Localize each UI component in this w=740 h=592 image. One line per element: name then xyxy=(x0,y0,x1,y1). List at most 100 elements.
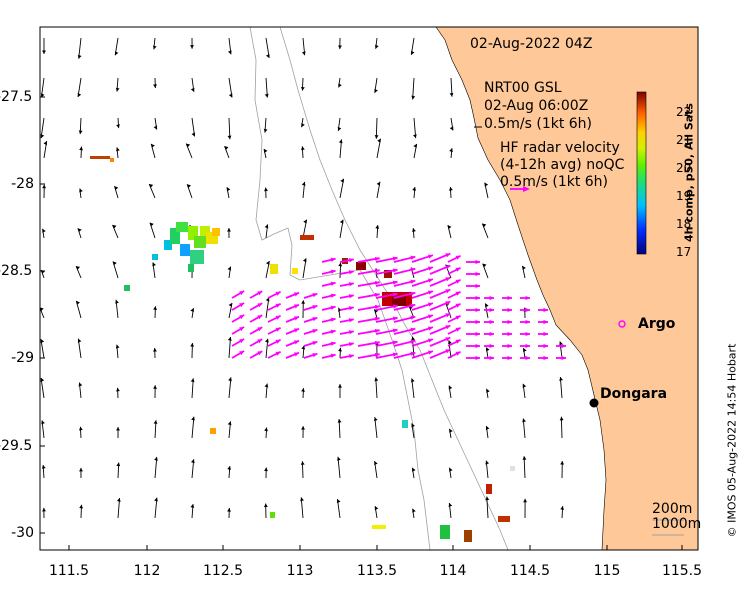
model-vector-head xyxy=(76,300,80,305)
radar-vector-head xyxy=(455,267,461,272)
model-vector-head xyxy=(153,84,157,88)
model-vector-head xyxy=(410,378,415,383)
colorbar-tick: 20 xyxy=(676,161,692,175)
model-vector-head xyxy=(337,419,342,423)
model-vector-head xyxy=(112,224,117,229)
model-vector-head xyxy=(190,459,195,464)
model-vector-head xyxy=(226,187,231,192)
radar-vector-head xyxy=(275,303,281,308)
radar-vector-head xyxy=(410,315,416,320)
plot-frame xyxy=(39,26,699,551)
model-vector-head xyxy=(116,387,120,392)
radar-vector-head xyxy=(330,293,336,298)
y-tick-label: -27.5 xyxy=(0,89,33,105)
model-vector-head xyxy=(115,87,120,92)
model-vector-head xyxy=(300,461,305,465)
radar-vector-head xyxy=(410,255,416,260)
model-vector-head xyxy=(77,93,82,97)
model-name: NRT00 GSL xyxy=(484,80,562,96)
model-vector-head xyxy=(152,45,157,50)
radar-vector-head xyxy=(392,268,398,273)
dongara-marker xyxy=(589,398,599,408)
radar-vector-head xyxy=(374,280,380,286)
radar-vector-head xyxy=(312,353,318,358)
sst-pixel xyxy=(402,420,408,428)
y-tick-label: -29 xyxy=(11,350,34,366)
model-vector-head xyxy=(227,266,232,271)
contour-label-200m: 200m xyxy=(652,501,693,517)
radar-vector-head xyxy=(455,315,461,320)
model-vector-head xyxy=(42,50,46,54)
x-tick-label: 111.5 xyxy=(48,563,90,579)
radar-vector-head xyxy=(348,270,354,275)
model-vector-head xyxy=(339,219,344,224)
model-vector-head xyxy=(264,427,268,432)
dongara-label: Dongara xyxy=(600,386,668,402)
model-vector-head xyxy=(412,186,416,191)
model-vector-head xyxy=(560,460,565,465)
model-vector-head xyxy=(448,502,453,507)
model-vector-head xyxy=(411,50,415,55)
sst-pixel xyxy=(510,466,515,471)
model-vector-head xyxy=(485,496,490,501)
model-vector-head xyxy=(484,182,489,187)
model-vector-head xyxy=(227,421,232,426)
model-vector-head xyxy=(482,263,487,268)
model-vector-head xyxy=(149,222,154,227)
radar-vector-head xyxy=(455,255,461,260)
radar-vector-head xyxy=(330,329,336,334)
radar-vector-head xyxy=(330,317,336,322)
model-vector-head xyxy=(264,148,268,153)
model-vector-head xyxy=(485,303,489,308)
radar-vector-head xyxy=(392,304,398,309)
model-vector-head xyxy=(374,309,379,314)
model-vector-head xyxy=(266,261,270,266)
radar-vector-head xyxy=(348,282,354,287)
radar-vector-head xyxy=(374,304,380,310)
radar-vector-head xyxy=(374,268,380,274)
model-vector-head xyxy=(190,87,195,92)
imos-credit: © IMOS 05-Aug-2022 14:54 Hobart xyxy=(725,343,739,538)
model-vector-head xyxy=(153,306,157,310)
sst-pixel xyxy=(464,530,472,542)
radar-vector-head xyxy=(543,331,548,337)
radar-vector-head xyxy=(330,269,336,274)
radar-vector-head xyxy=(427,302,433,307)
model-vector-head xyxy=(486,388,490,393)
contour-1000m xyxy=(249,27,431,550)
radar-vector-head xyxy=(445,349,451,354)
radar-vector-head xyxy=(489,307,494,313)
model-vector-head xyxy=(191,416,195,421)
model-vector-head xyxy=(377,138,381,143)
model-vector-head xyxy=(190,378,195,383)
model-vector-head xyxy=(412,508,416,513)
model-vector-head xyxy=(448,385,453,390)
radar-vector-head xyxy=(455,339,461,344)
y-tick-marks xyxy=(40,96,45,534)
radar-vector-head xyxy=(543,307,548,313)
radar-vector-head xyxy=(392,340,398,345)
model-current-vectors xyxy=(40,37,565,519)
radar-avg: (4-12h avg) noQC xyxy=(500,157,625,173)
radar-vector-head xyxy=(455,291,461,296)
radar-vector-head xyxy=(410,351,416,356)
y-tick-label: -29.5 xyxy=(0,438,33,454)
sst-pixel xyxy=(356,262,366,270)
model-vector-head xyxy=(412,228,416,232)
radar-vector-head xyxy=(427,266,433,271)
model-vector-head xyxy=(227,508,231,512)
model-vector-head xyxy=(263,503,268,508)
model-vector-head xyxy=(116,462,121,467)
sst-pixel xyxy=(212,228,220,236)
radar-vector-head xyxy=(507,355,512,361)
radar-vector-head xyxy=(489,295,494,301)
model-vector-head xyxy=(301,51,306,56)
radar-vector-head xyxy=(475,343,480,349)
model-vector-head xyxy=(190,504,195,508)
colorbar-tick: 19 xyxy=(676,189,692,203)
radar-vector-head xyxy=(275,315,281,320)
radar-vector-head xyxy=(410,339,416,344)
model-vector-head xyxy=(228,50,232,55)
sst-pixel xyxy=(190,250,204,264)
model-vector-head xyxy=(41,420,45,425)
